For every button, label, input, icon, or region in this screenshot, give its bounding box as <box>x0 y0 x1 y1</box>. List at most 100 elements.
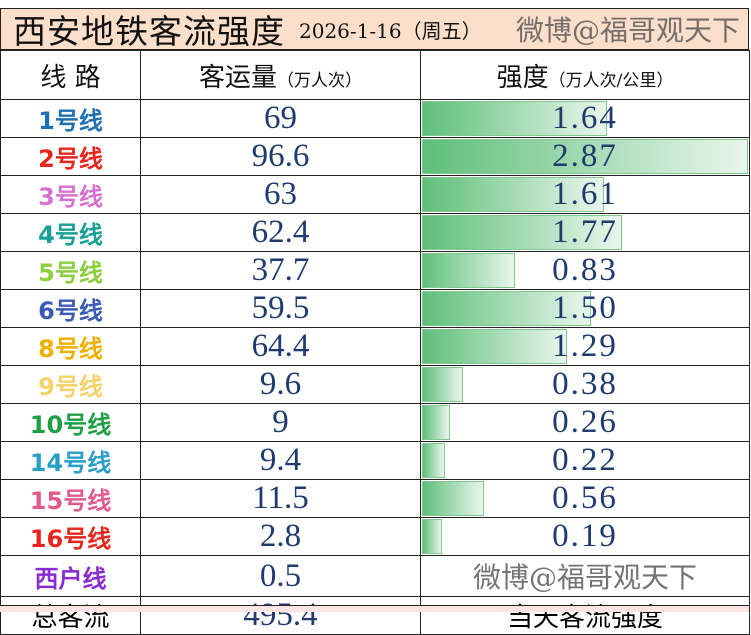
table-row: 3号线 63 1.61 <box>0 175 750 214</box>
intensity-value: 0.22 <box>552 442 618 479</box>
volume-value: 37.7 <box>251 252 310 289</box>
header-volume-label: 客运量 <box>198 62 277 93</box>
line-label: 1号线 <box>38 107 103 135</box>
intensity-bar <box>422 101 608 136</box>
intensity-value: 0.19 <box>552 518 618 555</box>
intensity-value: 1.64 <box>552 100 618 137</box>
intensity-cell: 1.61 <box>420 175 750 214</box>
line-name: 6号线 <box>0 289 141 328</box>
table-row: 4号线 62.4 1.77 <box>0 213 750 252</box>
line-label: 西户线 <box>34 564 107 593</box>
line-label: 2号线 <box>38 145 103 173</box>
intensity-cell: 0.83 <box>420 251 750 290</box>
line-name: 14号线 <box>0 441 141 480</box>
volume-cell: 9.6 <box>140 365 421 404</box>
header-intensity: 强度（万人次/公里） <box>420 50 750 100</box>
volume-value: 64.4 <box>251 328 310 365</box>
intensity-bar <box>422 367 464 402</box>
intensity-value: 1.50 <box>552 290 618 327</box>
volume-value: 9 <box>272 404 289 441</box>
table-row: 西户线 0.5 微博@福哥观天下 <box>0 555 750 597</box>
intensity-value: 1.61 <box>552 176 618 213</box>
line-label: 6号线 <box>38 297 103 325</box>
volume-cell: 0.5 <box>140 555 421 597</box>
table-row: 8号线 64.4 1.29 <box>0 327 750 366</box>
line-name: 4号线 <box>0 213 141 252</box>
total-volume-cell: 495.4 <box>140 596 421 635</box>
table-row: 9号线 9.6 0.38 <box>0 365 750 404</box>
intensity-value: 0.56 <box>552 480 618 517</box>
volume-value: 63 <box>264 176 297 213</box>
volume-cell: 2.8 <box>140 517 421 556</box>
line-name: 2号线 <box>0 137 141 176</box>
intensity-value: 0.38 <box>552 366 618 403</box>
line-label: 15号线 <box>29 487 112 515</box>
intensity-bar <box>422 519 442 554</box>
line-name: 10号线 <box>0 403 141 442</box>
total-volume: 495.4 <box>243 597 318 634</box>
table-row: 2号线 96.6 2.87 <box>0 137 750 176</box>
intensity-bar <box>422 177 604 212</box>
ridership-table: 线 路 客运量（万人次） 强度（万人次/公里） 1号线 69 1.64 2号线 9… <box>0 50 750 635</box>
volume-cell: 9 <box>140 403 421 442</box>
intensity-bar <box>422 405 450 440</box>
table-row: 16号线 2.8 0.19 <box>0 517 750 556</box>
volume-cell: 96.6 <box>140 137 421 176</box>
volume-cell: 37.7 <box>140 251 421 290</box>
volume-value: 9.6 <box>259 366 302 403</box>
volume-value: 2.8 <box>259 518 302 555</box>
line-name: 16号线 <box>0 517 141 556</box>
total-intensity-label: 当天客流强度 <box>420 596 750 635</box>
line-label: 4号线 <box>38 221 103 249</box>
intensity-cell: 0.19 <box>420 517 750 556</box>
intensity-bar <box>422 253 515 288</box>
intensity-cell: 0.38 <box>420 365 750 404</box>
line-name: 1号线 <box>0 99 141 138</box>
header-volume-unit: （万人次） <box>277 70 362 91</box>
intensity-cell: 1.64 <box>420 99 750 138</box>
intensity-value: 1.29 <box>552 328 618 365</box>
line-name: 15号线 <box>0 479 141 518</box>
line-label: 8号线 <box>38 335 103 363</box>
intensity-bar <box>422 329 568 364</box>
line-name: 3号线 <box>0 175 141 214</box>
volume-cell: 64.4 <box>140 327 421 366</box>
volume-value: 0.5 <box>259 557 302 594</box>
intensity-bar <box>422 139 748 174</box>
line-label: 9号线 <box>38 373 103 401</box>
intensity-bar <box>422 291 592 326</box>
intensity-cell: 0.22 <box>420 441 750 480</box>
line-name: 西户线 <box>0 555 141 597</box>
line-name: 9号线 <box>0 365 141 404</box>
table-row: 5号线 37.7 0.83 <box>0 251 750 290</box>
line-label: 16号线 <box>29 525 112 553</box>
volume-value: 96.6 <box>251 138 310 175</box>
intensity-cell: 1.77 <box>420 213 750 252</box>
table-row: 10号线 9 0.26 <box>0 403 750 442</box>
header-row: 线 路 客运量（万人次） 强度（万人次/公里） <box>0 50 750 100</box>
intensity-cell: 0.56 <box>420 479 750 518</box>
header-line: 线 路 <box>0 50 141 100</box>
volume-value: 62.4 <box>251 214 310 251</box>
volume-cell: 11.5 <box>140 479 421 518</box>
intensity-cell: 微博@福哥观天下 <box>420 555 750 597</box>
intensity-bar <box>422 443 446 478</box>
volume-cell: 62.4 <box>140 213 421 252</box>
intensity-cell: 0.26 <box>420 403 750 442</box>
line-label: 10号线 <box>29 411 112 439</box>
header-volume: 客运量（万人次） <box>140 50 421 100</box>
header-intensity-unit: （万人次/公里） <box>548 70 674 91</box>
page-title: 西安地铁客流强度 <box>13 12 285 51</box>
intensity-bar <box>422 481 484 516</box>
volume-cell: 59.5 <box>140 289 421 328</box>
volume-value: 9.4 <box>259 442 302 479</box>
line-label: 14号线 <box>29 449 112 477</box>
intensity-cell: 1.50 <box>420 289 750 328</box>
line-name: 8号线 <box>0 327 141 366</box>
watermark: 微博@福哥观天下 <box>515 14 740 47</box>
volume-value: 59.5 <box>251 290 310 327</box>
intensity-value: 0.83 <box>552 252 618 289</box>
date-label: 2026-1-16（周五） <box>299 18 482 43</box>
volume-value: 69 <box>264 100 297 137</box>
watermark: 微博@福哥观天下 <box>472 561 697 594</box>
